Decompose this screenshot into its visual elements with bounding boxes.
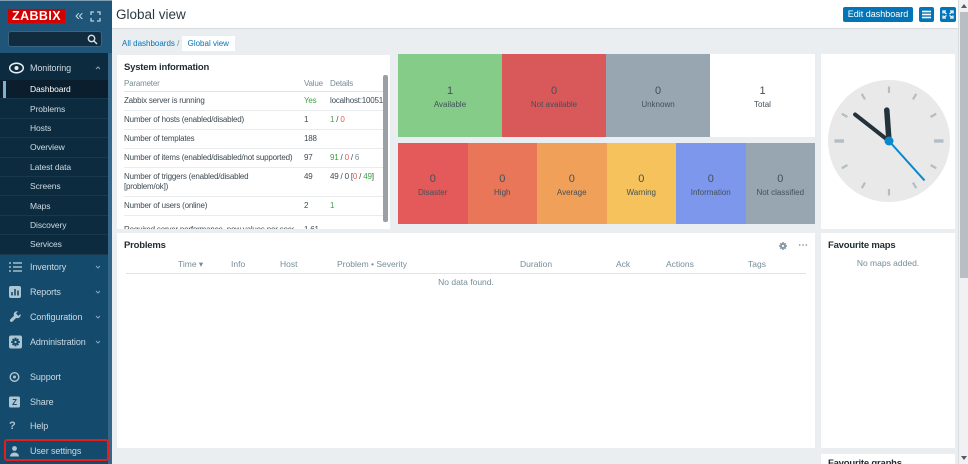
svg-text:Z: Z [12,398,17,407]
